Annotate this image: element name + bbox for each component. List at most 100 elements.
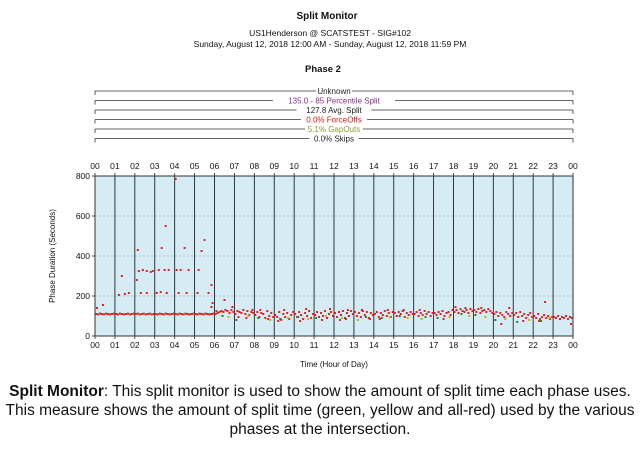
data-point (210, 313, 213, 315)
data-point (455, 309, 458, 311)
data-point (101, 304, 104, 306)
x-tick-label-top: 09 (270, 161, 280, 171)
annotation-label: Unknown (317, 87, 350, 96)
data-point (473, 309, 476, 311)
data-point (254, 314, 257, 316)
data-point (570, 323, 573, 325)
data-point (363, 314, 366, 316)
data-point (223, 299, 226, 301)
data-point (328, 313, 331, 315)
data-point (160, 313, 163, 315)
data-point (136, 312, 139, 315)
data-point (347, 315, 350, 317)
data-point (494, 319, 497, 321)
data-point (242, 309, 245, 311)
data-point (437, 311, 440, 313)
annotation-label-bg (296, 105, 372, 114)
data-point (237, 316, 240, 318)
data-point (522, 320, 525, 322)
x-tick-label: 07 (230, 340, 240, 350)
data-point (226, 310, 229, 312)
data-point (95, 307, 98, 309)
data-point (300, 314, 303, 316)
data-point (409, 311, 412, 313)
data-point (403, 316, 406, 318)
data-point (279, 318, 282, 320)
data-point (166, 313, 169, 315)
data-point (425, 313, 428, 315)
data-point (380, 317, 383, 319)
data-point (174, 313, 177, 315)
data-point (340, 317, 343, 319)
data-point (306, 315, 309, 317)
data-point (555, 317, 558, 319)
data-point (215, 310, 218, 312)
data-point (397, 311, 400, 313)
data-point (257, 317, 260, 319)
annotation-label-bg (315, 86, 353, 95)
data-point (325, 315, 328, 317)
x-tick-label-top: 05 (190, 161, 200, 171)
data-point (231, 306, 234, 308)
data-point (114, 313, 117, 315)
data-point (138, 313, 141, 316)
x-tick-label-top: 18 (449, 161, 459, 171)
x-tick-label: 23 (548, 340, 558, 350)
data-point (398, 315, 401, 317)
data-point (170, 313, 173, 315)
caption-bold: Split Monitor (9, 383, 104, 400)
data-point (108, 313, 111, 316)
x-tick-label: 01 (110, 340, 120, 350)
data-point (321, 319, 324, 321)
data-point (567, 318, 570, 320)
data-point (183, 247, 186, 249)
data-point (349, 310, 352, 312)
data-point (519, 311, 522, 313)
caption: Split Monitor: This split monitor is use… (0, 382, 640, 439)
data-point (240, 312, 243, 314)
data-point (471, 310, 474, 312)
x-tick-label: 02 (130, 340, 140, 350)
data-point (439, 313, 442, 315)
data-point (155, 292, 158, 294)
data-point (176, 313, 179, 316)
x-tick-label-top: 15 (389, 161, 399, 171)
annotation-label-bg (305, 124, 363, 133)
data-point (529, 312, 532, 314)
data-point (167, 269, 170, 271)
data-point (278, 311, 281, 313)
data-point (192, 312, 195, 315)
annotation-label: 0.0% Skips (314, 135, 354, 144)
data-point (527, 314, 530, 316)
chart-subtitle-1: US1Henderson @ SCATSTEST - SIG#102 (249, 28, 411, 38)
data-point (160, 247, 163, 249)
data-point (236, 310, 239, 312)
x-tick-label-top: 22 (528, 161, 538, 171)
data-point (364, 316, 367, 318)
x-tick-label: 05 (190, 340, 200, 350)
data-point (346, 309, 349, 311)
data-point (214, 313, 217, 315)
data-point (196, 313, 199, 316)
x-tick-label-top: 04 (170, 161, 180, 171)
data-point (182, 313, 185, 316)
data-point (399, 313, 402, 315)
data-point (418, 309, 421, 311)
data-point (525, 317, 528, 319)
data-point (118, 312, 121, 315)
data-point (316, 311, 319, 313)
data-point (451, 309, 454, 311)
data-point (411, 313, 414, 315)
data-point (116, 313, 119, 316)
x-tick-label-top: 17 (429, 161, 439, 171)
data-point (145, 292, 148, 294)
data-point (149, 271, 152, 273)
data-point (395, 315, 398, 317)
data-point (337, 311, 340, 313)
data-point (402, 309, 405, 311)
data-point (517, 316, 520, 318)
data-point (135, 279, 138, 281)
data-point (203, 239, 206, 241)
annotation-label-bg (309, 133, 359, 143)
